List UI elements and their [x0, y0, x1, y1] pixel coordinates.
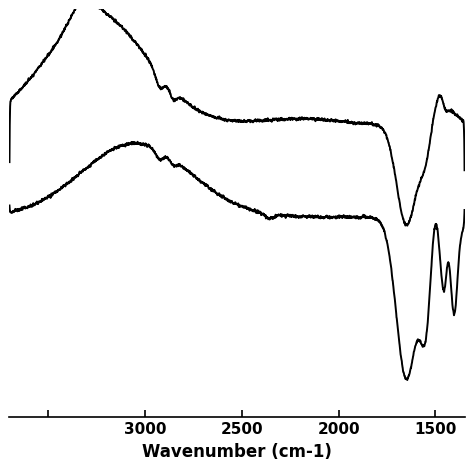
X-axis label: Wavenumber (cm-1): Wavenumber (cm-1) [142, 443, 332, 461]
